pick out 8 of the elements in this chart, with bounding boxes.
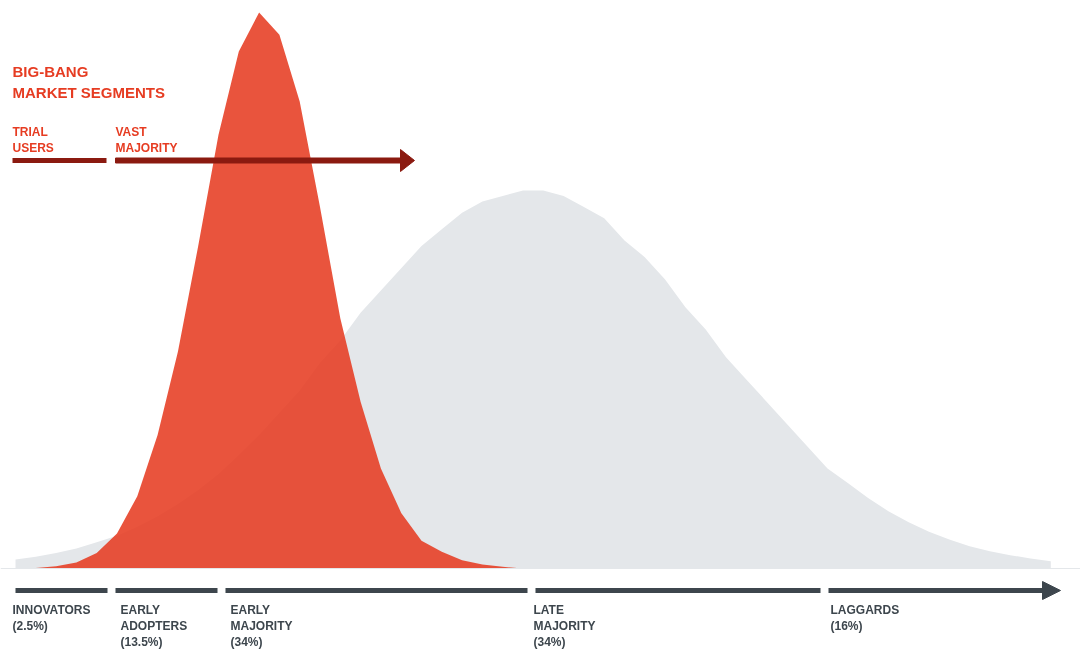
- annotation: VAST MAJORITY: [115, 124, 178, 155]
- text: LATE MAJORITY (34%): [533, 602, 596, 649]
- text: EARLY MAJORITY (34%): [230, 602, 293, 649]
- text: BIG-BANG MARKET SEGMENTS: [12, 62, 166, 101]
- text: INNOVATORS (2.5%): [12, 602, 91, 633]
- text: EARLY ADOPTERS (13.5%): [120, 602, 188, 649]
- annotation: TRIAL USERS: [12, 124, 54, 155]
- text: LAGGARDS (16%): [830, 602, 900, 633]
